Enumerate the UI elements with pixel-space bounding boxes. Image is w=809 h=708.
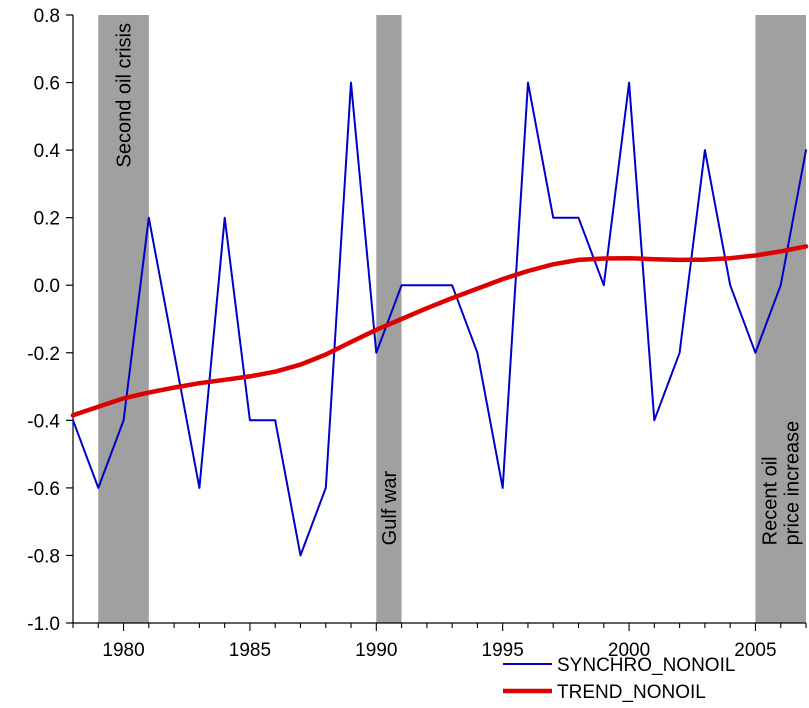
legend: SYNCHRO_NONOIL TREND_NONOIL xyxy=(503,655,735,703)
series-lines xyxy=(70,81,809,557)
shaded-period-2 xyxy=(755,15,806,623)
x-tick-label-1: 1985 xyxy=(229,640,271,661)
y-tick-label-7: 0.4 xyxy=(34,141,61,162)
shaded-period-label-0-0: Second oil crisis xyxy=(114,23,136,168)
y-tick-label-0: -1.0 xyxy=(27,614,60,635)
axes: -1.0 -0.8 -0.6 -0.4 -0.2 0.0 0.2 0.4 0.6 0.8 1980 1… xyxy=(27,6,807,661)
shaded-period-label-2-1: price increase xyxy=(782,421,804,546)
y-tick-label-4: -0.2 xyxy=(27,344,60,365)
x-tick-label-2: 1990 xyxy=(355,640,397,661)
y-tick-label-2: -0.6 xyxy=(27,479,60,500)
x-tick-label-4: 2000 xyxy=(608,640,650,661)
y-tick-label-9: 0.8 xyxy=(34,6,60,27)
y-tick-label-5: 0.0 xyxy=(34,276,60,297)
shaded-period-label-2-0: Recent oil xyxy=(760,456,782,545)
series-line-synchro_nonoil xyxy=(72,81,807,557)
legend-label-1: TREND_NONOIL xyxy=(557,682,706,703)
x-tick-label-3: 1995 xyxy=(482,640,524,661)
shaded-period-0 xyxy=(98,15,149,623)
shaded-period-label-1-0: Gulf war xyxy=(379,471,401,546)
series-line-trend_nonoil xyxy=(70,244,809,418)
x-tick-label-5: 2005 xyxy=(734,640,776,661)
legend-label-0: SYNCHRO_NONOIL xyxy=(557,655,735,676)
y-tick-label-6: 0.2 xyxy=(34,209,60,230)
shaded-periods xyxy=(98,15,806,623)
y-tick-label-1: -0.8 xyxy=(27,546,60,567)
y-tick-label-3: -0.4 xyxy=(27,411,60,432)
x-tick-label-0: 1980 xyxy=(102,640,144,661)
shaded-period-labels: Second oil crisis Gulf war Recent oil price… xyxy=(114,23,804,545)
y-tick-label-8: 0.6 xyxy=(34,74,60,95)
